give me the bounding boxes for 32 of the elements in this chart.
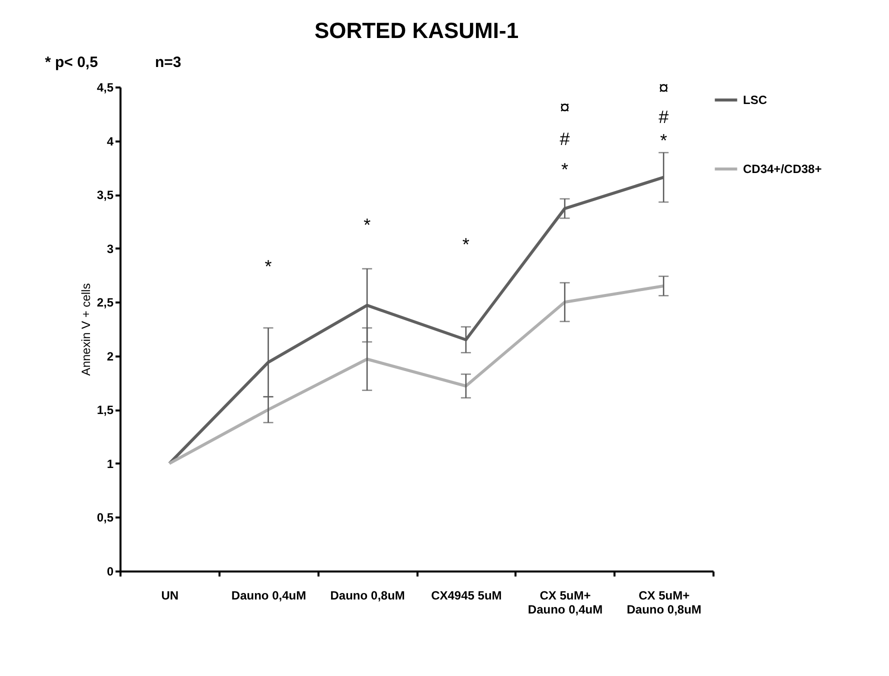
x-tick-label: Dauno 0,8uM <box>330 588 405 602</box>
annotation: ¤ <box>658 78 669 98</box>
line-series <box>168 284 666 465</box>
y-tick-label: 4,5 <box>96 80 114 94</box>
y-tick-label: 1 <box>106 456 114 471</box>
x-tick-label: CX 5uM+ Dauno 0,8uM <box>626 588 702 616</box>
x-tick-label: Dauno 0,4uM <box>231 588 306 602</box>
legend-label: LSC <box>743 93 768 107</box>
annotation: * <box>561 160 568 180</box>
annotation: * <box>264 256 272 277</box>
y-tick-label: 2,5 <box>96 296 114 310</box>
chart-title: SORTED KASUMI-1 <box>314 18 519 43</box>
annotation: # <box>560 128 570 149</box>
y-tick-label: 3 <box>106 242 114 256</box>
x-tick-label: CX4945 5uM <box>431 588 502 602</box>
x-tick-label: UN <box>161 588 179 602</box>
annotation: # <box>658 106 669 127</box>
y-tick-label: 3,5 <box>96 188 114 202</box>
annotation: * <box>364 214 371 235</box>
y-tick-label: 0 <box>106 564 114 578</box>
y-tick-label: 1,5 <box>96 403 114 418</box>
x-tick-label: CX 5uM+ Dauno 0,4uM <box>528 588 603 616</box>
y-tick-label: 0,5 <box>96 510 114 525</box>
text: n=3 <box>155 54 182 71</box>
y-tick-label: 2 <box>106 349 114 364</box>
y-axis-title: Annexin V + cells <box>78 283 93 376</box>
annotation: ¤ <box>560 97 570 118</box>
text: * p< 0,5 <box>45 54 98 71</box>
legend-label: CD34+/CD38+ <box>743 162 822 176</box>
annotation: * <box>462 234 470 254</box>
annotation: * <box>660 130 668 151</box>
y-tick-label: 4 <box>106 134 114 148</box>
